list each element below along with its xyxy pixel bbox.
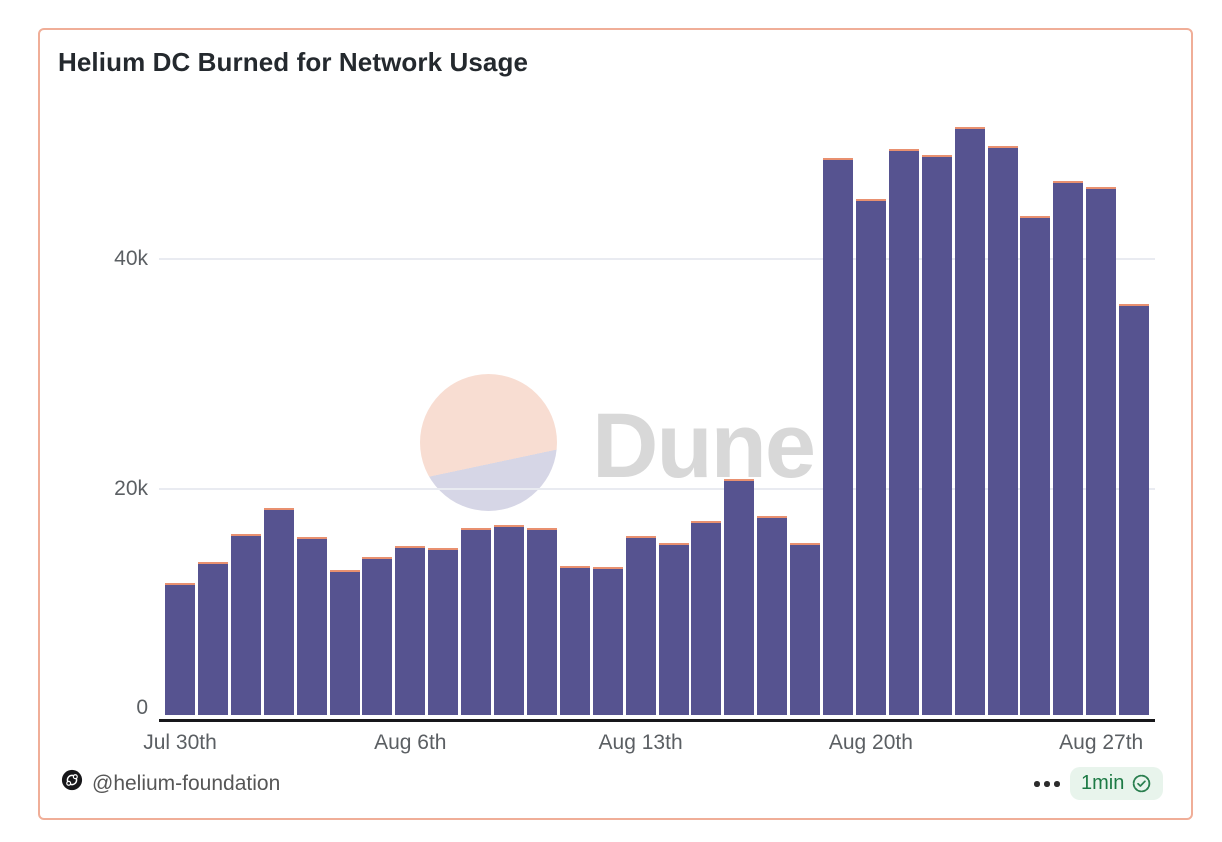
gridline-40k xyxy=(159,258,1155,260)
bar-aug-14[interactable] xyxy=(658,542,689,715)
bar-aug-25[interactable] xyxy=(1020,215,1051,715)
bar-aug-23[interactable] xyxy=(954,127,985,715)
bar-aug-18[interactable] xyxy=(790,542,821,715)
helium-foundation-logo-icon[interactable] xyxy=(61,769,83,791)
bar-aug-3[interactable] xyxy=(296,536,327,715)
plot-area: Dune 0 20k 40k Jul 30th Aug 6th Aug 13th Aug 2… xyxy=(40,30,1191,818)
bar-aug-11[interactable] xyxy=(559,565,590,715)
bar-aug-17[interactable] xyxy=(757,516,788,715)
bar-aug-6[interactable] xyxy=(395,545,426,715)
bar-aug-15[interactable] xyxy=(691,520,722,715)
chart-card: Helium DC Burned for Network Usage Dune … xyxy=(38,28,1193,820)
bar-aug-9[interactable] xyxy=(494,525,524,715)
bar-aug-24[interactable] xyxy=(987,145,1018,715)
bar-aug-21[interactable] xyxy=(888,149,919,715)
x-tick-label: Aug 13th xyxy=(598,731,683,754)
y-tick-label: 20k xyxy=(114,477,148,500)
ellipsis-icon xyxy=(1034,781,1040,787)
x-tick-label: Aug 20th xyxy=(828,731,913,754)
refresh-badge[interactable]: 1min xyxy=(1070,767,1164,800)
bar-aug-26[interactable] xyxy=(1053,181,1084,715)
bar-aug-12[interactable] xyxy=(592,566,623,715)
bar-aug-13[interactable] xyxy=(625,535,656,715)
bar-aug-10[interactable] xyxy=(526,527,557,715)
x-tick-label: Aug 6th xyxy=(374,731,447,754)
refresh-interval-label: 1min xyxy=(1081,772,1125,794)
author-handle[interactable]: @helium-foundation xyxy=(92,772,281,795)
x-axis-line xyxy=(159,719,1155,722)
chart-title[interactable]: Helium DC Burned for Network Usage xyxy=(58,47,529,77)
bar-aug-28[interactable] xyxy=(1119,304,1150,715)
bar-aug-16[interactable] xyxy=(724,479,755,715)
gridline-20k xyxy=(159,488,1155,490)
bar-aug-19[interactable] xyxy=(823,158,853,715)
y-tick-label: 0 xyxy=(136,696,148,719)
bar-aug-8[interactable] xyxy=(461,527,492,715)
x-tick-label: Aug 27th xyxy=(1059,731,1144,754)
bar-aug-4[interactable] xyxy=(329,570,360,715)
bar-aug-7[interactable] xyxy=(428,548,459,715)
bar-aug-20[interactable] xyxy=(855,198,886,715)
dune-watermark-text: Dune xyxy=(592,395,816,497)
y-tick-label: 40k xyxy=(114,247,148,270)
bar-jul-30[interactable] xyxy=(165,582,195,715)
bar-aug-2[interactable] xyxy=(263,508,294,715)
more-options-button[interactable] xyxy=(1030,774,1064,794)
bar-aug-5[interactable] xyxy=(362,557,393,715)
bar-jul-31[interactable] xyxy=(197,562,228,715)
x-tick-label: Jul 30th xyxy=(143,731,217,754)
bar-aug-27[interactable] xyxy=(1086,187,1117,715)
verified-check-icon xyxy=(1131,773,1152,794)
dune-logo-watermark xyxy=(420,374,557,511)
bar-aug-1[interactable] xyxy=(230,534,261,715)
bar-aug-22[interactable] xyxy=(921,154,952,715)
